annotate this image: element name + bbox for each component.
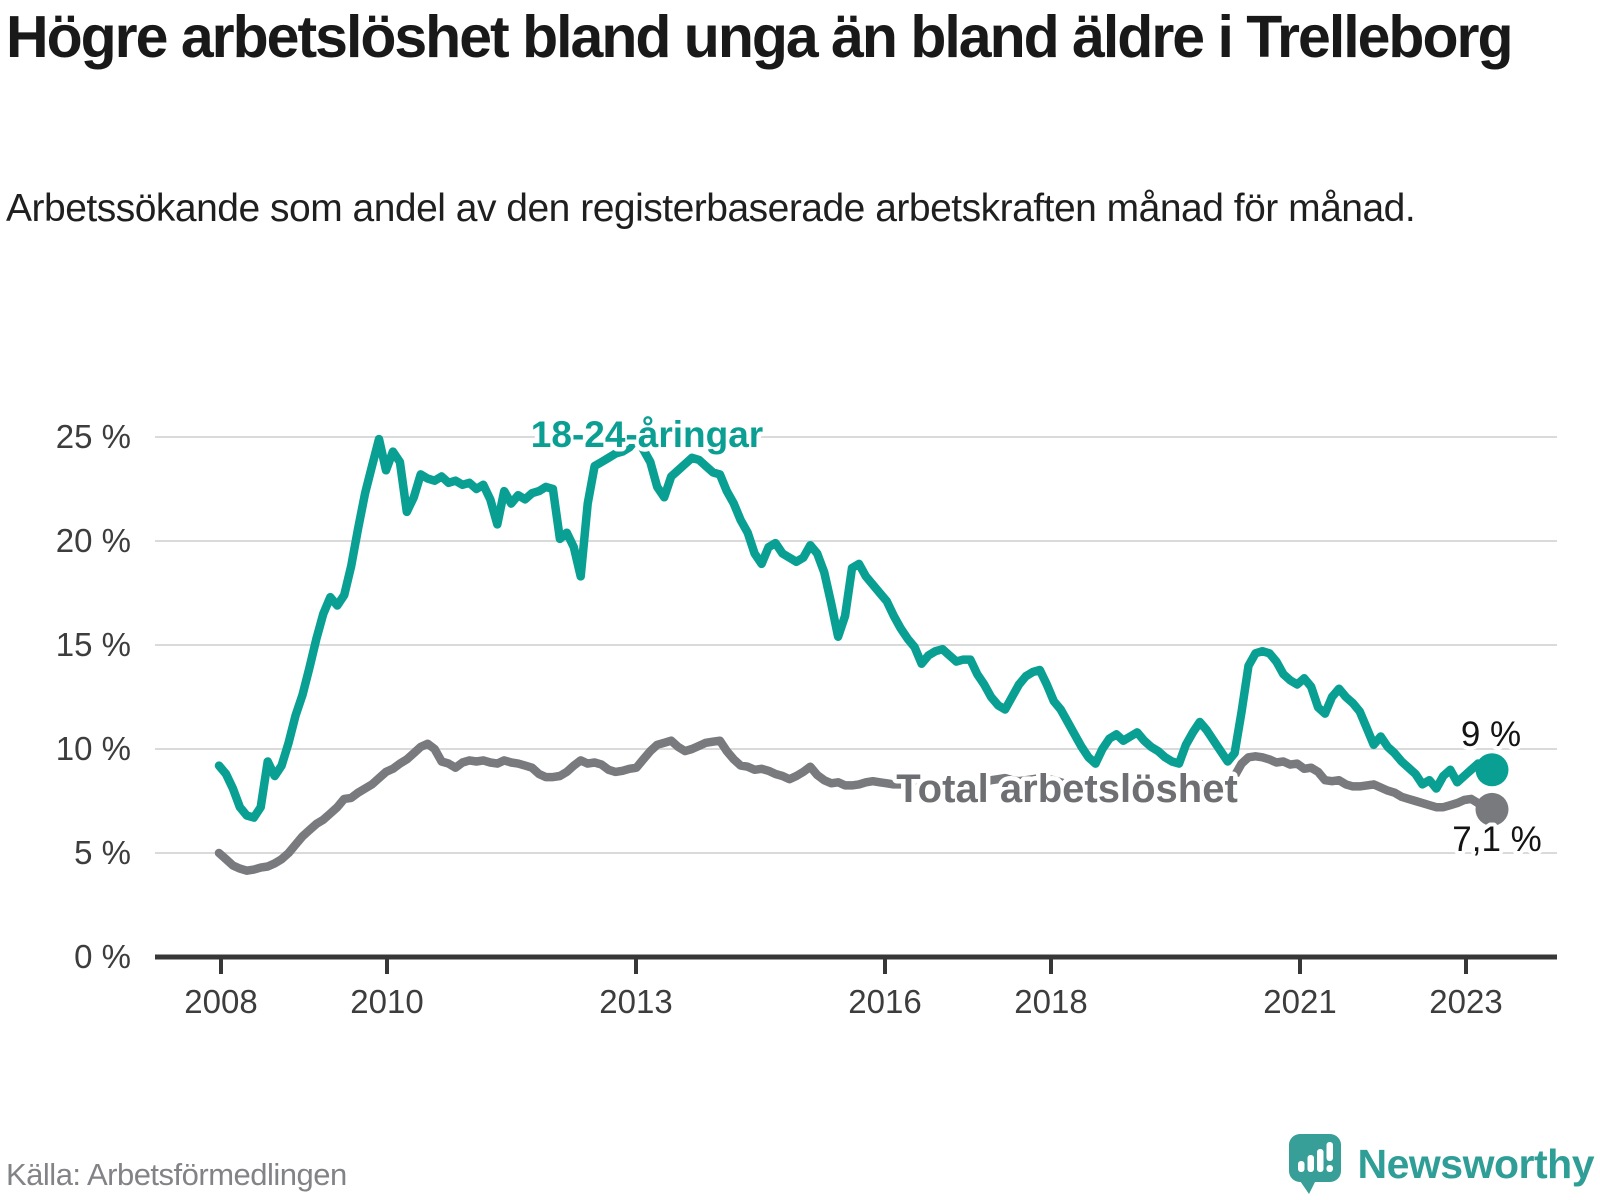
page-title: Högre arbetslöshet bland unga än bland ä… [6, 4, 1514, 70]
y-tick-label: 0 % [74, 938, 131, 975]
x-tick-label: 2010 [350, 983, 423, 1020]
logo-bar-3 [1316, 1149, 1323, 1172]
end-value-label-total: 7,1 % [1452, 820, 1542, 859]
y-tick-label: 15 % [56, 626, 131, 663]
end-value-label-youth: 9 % [1461, 715, 1521, 754]
series-end-dot-total [1475, 792, 1509, 826]
x-tick-label: 2021 [1263, 983, 1336, 1020]
logo-bar-2 [1307, 1155, 1314, 1172]
x-tick-label: 2013 [599, 983, 672, 1020]
x-tick-label: 2016 [848, 983, 921, 1020]
logo-exclamation-bar [1326, 1142, 1333, 1161]
series-line-total [214, 736, 1497, 875]
source-note: Källa: Arbetsförmedlingen [6, 1157, 347, 1192]
newsworthy-bubble-icon [1288, 1134, 1341, 1194]
series-end-dot-youth [1475, 753, 1509, 787]
series-line-youth [214, 434, 1497, 822]
series-label-total: Total arbetslöshet [896, 767, 1238, 811]
newsworthy-logo: Newsworthy [1288, 1128, 1595, 1200]
y-tick-label: 25 % [56, 418, 131, 455]
x-tick-label: 2018 [1014, 983, 1087, 1020]
logo-exclamation-dot [1326, 1165, 1333, 1172]
brand-name: Newsworthy [1357, 1140, 1595, 1187]
x-tick-label: 2008 [184, 983, 257, 1020]
y-tick-label: 10 % [56, 730, 131, 767]
x-tick-label: 2023 [1429, 983, 1502, 1020]
logo-bar-1 [1297, 1161, 1304, 1172]
page-subtitle: Arbetssökande som andel av den registerb… [6, 187, 1416, 230]
y-tick-label: 20 % [56, 522, 131, 559]
series-label-youth: 18-24-åringar [531, 414, 763, 455]
y-tick-label: 5 % [74, 834, 131, 871]
